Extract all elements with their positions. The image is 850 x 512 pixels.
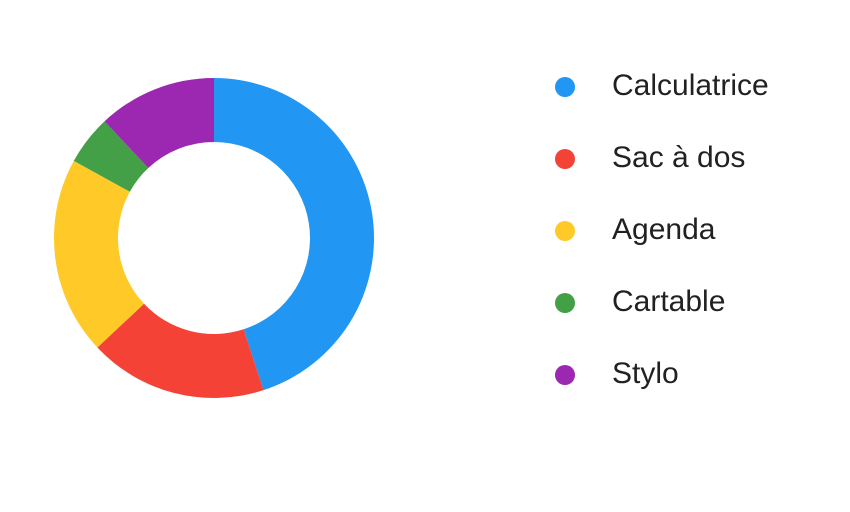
legend-item-cartable[interactable]: Cartable — [555, 283, 835, 355]
legend-label-agenda: Agenda — [612, 213, 716, 246]
slice-agenda[interactable] — [54, 160, 145, 348]
legend-dot-calculatrice — [555, 77, 575, 97]
slice-sac-a-dos[interactable] — [97, 303, 264, 398]
legend-dot-sac-a-dos — [555, 149, 575, 169]
legend-dot-cartable — [555, 293, 575, 313]
legend-label-sac-a-dos: Sac à dos — [612, 141, 746, 174]
legend-item-sac-a-dos[interactable]: Sac à dos — [555, 139, 835, 211]
legend-item-calculatrice[interactable]: Calculatrice — [555, 67, 835, 139]
slice-cartable[interactable] — [73, 121, 149, 192]
legend-label-stylo: Stylo — [612, 357, 679, 390]
legend-label-calculatrice: Calculatrice — [612, 69, 769, 102]
slice-stylo[interactable] — [104, 78, 214, 169]
legend-label-cartable: Cartable — [612, 285, 726, 318]
slice-calculatrice[interactable] — [214, 78, 374, 391]
legend-item-agenda[interactable]: Agenda — [555, 211, 835, 283]
legend-dot-stylo — [555, 365, 575, 385]
legend-item-stylo[interactable]: Stylo — [555, 355, 835, 427]
legend: Calculatrice Sac à dos Agenda Cartable S… — [555, 67, 835, 427]
legend-dot-agenda — [555, 221, 575, 241]
